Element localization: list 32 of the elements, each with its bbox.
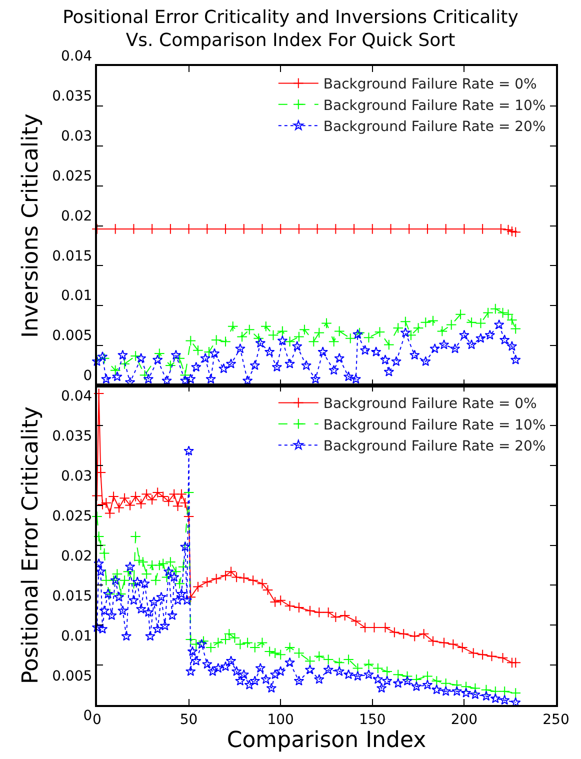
y-tick-label: 0.035	[52, 428, 92, 445]
y-tick-label: 0.025	[52, 508, 92, 525]
y-tick-label: 0.005	[52, 668, 92, 684]
y-tick-label: 0	[83, 368, 92, 384]
y-tick-label: 0.03	[61, 468, 92, 485]
x-tick-label: 100	[267, 712, 294, 728]
y-tick-label: 0.02	[61, 548, 92, 564]
x-axis-title: Comparison Index	[226, 728, 426, 753]
x-tick-label: 50	[180, 712, 198, 728]
y-tick-label: 0.005	[52, 328, 92, 344]
y-tick-label: 0.04	[61, 48, 92, 65]
y-tick-label: 0.015	[52, 588, 92, 604]
y-tick-label: 0.035	[52, 88, 92, 105]
legend-label: Background Failure Rate = 20%	[323, 438, 546, 455]
x-tick-label: 250	[542, 712, 570, 728]
legend-label: Background Failure Rate = 0%	[323, 76, 537, 93]
legend-label: Background Failure Rate = 0%	[323, 396, 537, 412]
y-axis-title: Positional Error Criticality	[18, 406, 44, 684]
y-tick-label: 0.03	[61, 128, 92, 144]
y-tick-label: 0.01	[61, 628, 92, 644]
y-tick-label: 0.01	[61, 288, 92, 304]
legend-label: Background Failure Rate = 10%	[323, 98, 546, 114]
y-axis-title: Inversions Criticality	[18, 114, 44, 338]
y-tick-label: 0.025	[52, 168, 92, 184]
legend-label: Background Failure Rate = 10%	[323, 417, 546, 434]
y-tick-label: 0.015	[52, 248, 92, 264]
y-tick-label: 0.04	[61, 388, 92, 405]
legend-label: Background Failure Rate = 20%	[323, 119, 546, 136]
y-tick-label: 0.02	[61, 208, 92, 224]
x-tick-label: 150	[359, 712, 386, 728]
chart-title: Positional Error Criticality and Inversions Criticality Vs. Comparison Index For Quick Sort	[62, 6, 519, 52]
x-tick-label: 200	[450, 712, 478, 728]
